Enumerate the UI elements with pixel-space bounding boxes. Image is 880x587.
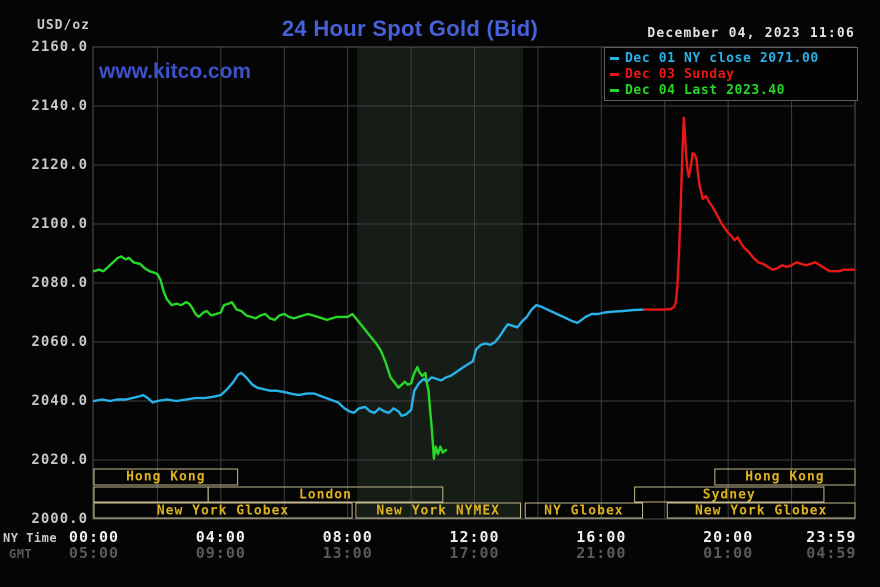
gmt-tick-label: 05:00 — [68, 544, 120, 562]
session-label: New York NYMEX — [376, 503, 500, 518]
ny-time-tick-label: 08:00 — [322, 528, 373, 546]
session-box — [93, 486, 209, 503]
session-label: NY Globex — [544, 503, 624, 518]
legend-dash-icon — [610, 72, 619, 76]
y-axis-tick-label: 2000.0 — [31, 511, 88, 527]
session-box — [666, 502, 856, 519]
kitco-watermark: www.kitco.com — [99, 60, 252, 83]
session-label: New York Globex — [156, 503, 290, 518]
gmt-tick-label: 04:59 — [806, 544, 857, 562]
session-box — [93, 502, 353, 519]
session-label: Hong Kong — [745, 469, 825, 485]
price-line-series — [642, 116, 856, 311]
y-axis-tick-label: 2020.0 — [31, 452, 88, 468]
session-box — [207, 486, 444, 503]
gmt-tick-label: 01:00 — [703, 544, 754, 562]
ny-time-tick-label: 04:00 — [195, 528, 246, 546]
y-axis-units-label: USD/oz — [37, 18, 90, 33]
session-label: Hong Kong — [126, 469, 206, 485]
session-box — [524, 502, 644, 519]
legend-dash-icon — [610, 88, 619, 92]
y-axis-tick-label: 2040.0 — [31, 393, 88, 409]
session-label: New York Globex — [694, 503, 828, 518]
plot-frame — [92, 46, 856, 520]
legend-item-label: Dec 03 Sunday — [625, 66, 735, 82]
y-axis-tick-label: 2080.0 — [31, 275, 88, 291]
ny-time-tick-label: 20:00 — [703, 528, 754, 546]
price-line-series — [92, 255, 448, 460]
chart-timestamp: December 04, 2023 11:06 — [647, 26, 855, 41]
legend-item-label: Dec 01 NY close 2071.00 — [625, 50, 819, 66]
session-box — [93, 468, 239, 486]
page-title: 24 Hour Spot Gold (Bid) — [281, 16, 539, 41]
gmt-tick-label: 21:00 — [576, 544, 627, 562]
ny-time-row-label: NY Time — [3, 531, 58, 545]
legend-item: Dec 04 Last 2023.40 — [610, 82, 857, 98]
price-line-series — [92, 303, 646, 417]
gmt-tick-label: 17:00 — [449, 544, 500, 562]
session-label: London — [298, 487, 352, 502]
session-label: Sydney — [702, 487, 756, 502]
y-axis-tick-label: 2140.0 — [31, 98, 88, 114]
legend-item: Dec 03 Sunday — [610, 66, 857, 82]
ny-time-tick-label: 23:59 — [806, 528, 857, 546]
gmt-row-label: GMT — [9, 547, 33, 561]
session-box — [355, 502, 521, 519]
ny-time-tick-label: 12:00 — [449, 528, 500, 546]
legend-item-label: Dec 04 Last 2023.40 — [625, 82, 786, 98]
ny-time-tick-label: 00:00 — [68, 528, 120, 546]
gmt-tick-label: 09:00 — [195, 544, 246, 562]
legend-item: Dec 01 NY close 2071.00 — [610, 50, 857, 66]
session-box — [634, 486, 825, 503]
gmt-tick-label: 13:00 — [322, 544, 373, 562]
legend: Dec 01 NY close 2071.00 Dec 03 Sunday Dec … — [604, 47, 858, 101]
y-axis-tick-label: 2120.0 — [31, 157, 88, 173]
y-axis-tick-label: 2100.0 — [31, 216, 88, 232]
y-axis-tick-label: 2060.0 — [31, 334, 88, 350]
ny-time-tick-label: 16:00 — [576, 528, 627, 546]
y-axis-tick-label: 2160.0 — [31, 39, 88, 55]
legend-dash-icon — [610, 56, 619, 60]
session-box — [714, 468, 856, 486]
